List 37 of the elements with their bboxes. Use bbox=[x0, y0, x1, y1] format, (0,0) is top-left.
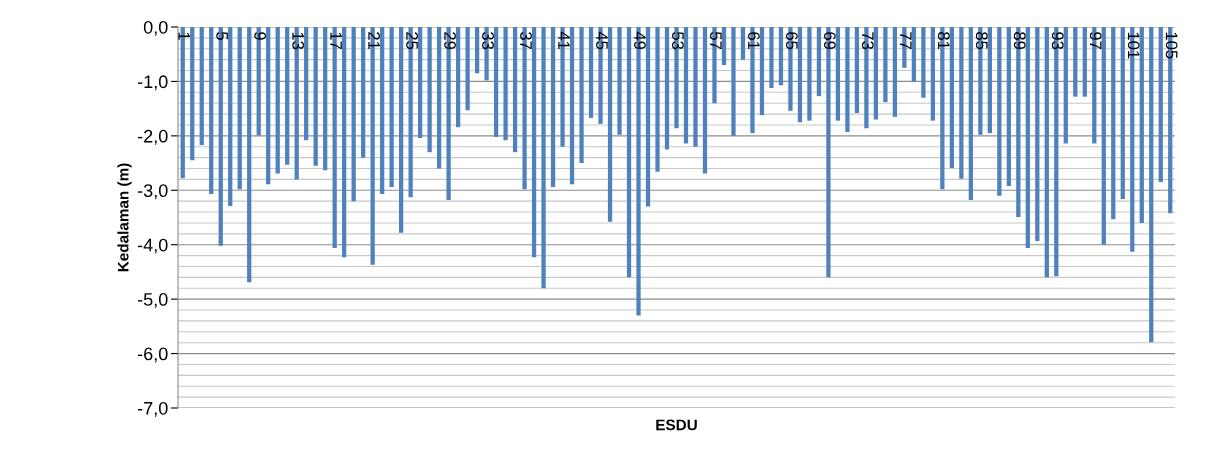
x-tick-label: 49 bbox=[634, 31, 646, 50]
x-tick-label: 25 bbox=[406, 32, 418, 50]
x-tick-label: 9 bbox=[254, 32, 267, 40]
x-tick-label: 69 bbox=[823, 32, 836, 50]
x-tick-label: 53 bbox=[672, 32, 684, 50]
x-tick-label: 97 bbox=[1089, 32, 1102, 50]
x-tick-label: 81 bbox=[937, 32, 950, 50]
y-tick-label: -2,0 bbox=[137, 129, 168, 145]
x-axis-title: ESDU bbox=[656, 419, 697, 431]
x-tick-label: 45 bbox=[596, 31, 608, 50]
x-tick-label: 1 bbox=[178, 32, 190, 40]
y-tick-label: -7,0 bbox=[137, 401, 168, 417]
x-tick-label: 89 bbox=[1013, 32, 1026, 50]
x-tick-label: 13 bbox=[292, 32, 305, 50]
x-tick-label: 77 bbox=[900, 32, 912, 50]
x-tick-label: 73 bbox=[861, 32, 874, 50]
x-tick-label: 41 bbox=[558, 31, 570, 50]
x-tick-label: 37 bbox=[520, 31, 532, 50]
x-tick-label: 85 bbox=[975, 32, 988, 50]
x-tick-label: 21 bbox=[368, 32, 380, 50]
y-tick-label: 0,0 bbox=[143, 20, 168, 36]
x-tick-label: 61 bbox=[747, 32, 760, 50]
y-tick-label: -4,0 bbox=[137, 238, 168, 254]
x-tick-label: 33 bbox=[482, 31, 494, 50]
x-tick-label: 5 bbox=[216, 32, 228, 40]
x-tick-label: 105 bbox=[1165, 32, 1178, 59]
x-tick-label: 93 bbox=[1051, 32, 1064, 50]
y-tick-label: -1,0 bbox=[137, 75, 168, 91]
y-tick-label: -6,0 bbox=[137, 347, 168, 363]
x-tick-label: 17 bbox=[330, 32, 342, 50]
y-tick-label: -3,0 bbox=[137, 184, 168, 200]
x-tick-label: 65 bbox=[785, 32, 798, 50]
x-tick-label: 29 bbox=[444, 32, 456, 50]
y-axis-title: Kedalaman (m) bbox=[117, 163, 132, 272]
y-tick-label: -5,0 bbox=[137, 293, 168, 308]
x-tick-label: 101 bbox=[1127, 32, 1140, 59]
x-tick-label: 57 bbox=[710, 32, 722, 50]
